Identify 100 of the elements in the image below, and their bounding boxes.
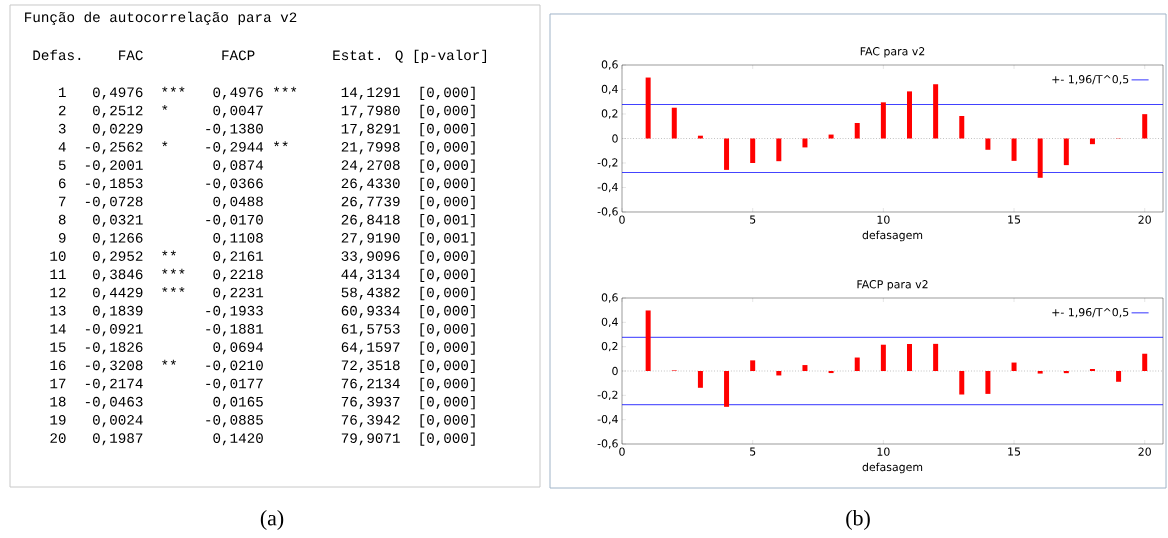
y-tick-label: -0,2 xyxy=(597,158,618,168)
bar xyxy=(750,360,756,371)
text: Função de autocorrelação para v2 xyxy=(25,11,297,26)
bar xyxy=(985,371,991,394)
text: -0,0366 26,4330 [0,000] xyxy=(206,177,475,191)
y-tick-label: 0,2 xyxy=(601,341,618,352)
text: 9 0,1266 xyxy=(58,233,143,246)
text: 0,0165 76,3937 [0,000] xyxy=(213,396,475,410)
bar xyxy=(1063,138,1069,166)
y-tick-label: 0,2 xyxy=(601,109,618,119)
bar xyxy=(776,138,782,162)
text: 11 0,3846 *** xyxy=(50,268,185,282)
bar xyxy=(645,77,651,139)
y-tick-label: 0,4 xyxy=(601,84,618,95)
text: 0,0694 64,1597 [0,000] xyxy=(213,341,475,355)
y-tick-label: -0,6 xyxy=(597,439,618,449)
bar xyxy=(959,371,965,395)
bar xyxy=(933,84,939,139)
x-tick-label: 0 xyxy=(619,215,625,224)
y-tick-label: 0 xyxy=(612,134,618,143)
y-tick-label: 0 xyxy=(612,366,618,376)
bar xyxy=(828,371,834,374)
x-axis-title: defasagem xyxy=(862,230,923,242)
bar xyxy=(880,102,886,139)
x-tick-label: 10 xyxy=(877,447,890,456)
text: FACP Estat. Q [p-valor] xyxy=(222,49,487,63)
bar xyxy=(1011,138,1017,161)
text: 4 -0,2562 * xyxy=(58,141,168,155)
bar xyxy=(959,115,965,139)
text: (b) xyxy=(846,510,870,530)
bar xyxy=(1089,138,1095,145)
text: 0,2231 58,4382 [0,000] xyxy=(213,286,475,301)
text: -0,1881 61,5753 [0,000] xyxy=(206,323,475,337)
text: (a) xyxy=(260,510,284,530)
text: -0,1933 60,9334 [0,000] xyxy=(206,305,475,319)
text: Defas. FAC xyxy=(33,49,143,61)
bar xyxy=(985,138,991,150)
text: -0,0885 76,3942 [0,000] xyxy=(206,414,475,428)
chart-title: FACP para v2 xyxy=(857,280,928,291)
text: -0,2944 ** 21,7998 [0,000] xyxy=(206,141,475,155)
bar xyxy=(724,138,730,170)
chart-title: FAC para v2 xyxy=(860,47,925,58)
text: 13 0,1839 xyxy=(50,305,143,318)
bar xyxy=(802,138,808,148)
text: 20 0,1987 xyxy=(50,433,143,446)
x-tick-label: 0 xyxy=(619,447,625,456)
legend-label: +- 1,96/T^0,5 xyxy=(1052,75,1129,85)
bar xyxy=(854,357,860,371)
bar xyxy=(1011,362,1017,371)
text: 0,0047 17,7980 [0,000] xyxy=(213,104,475,119)
text: 15 -0,1826 xyxy=(50,342,143,355)
bar xyxy=(724,371,730,407)
text: -0,0177 76,2134 [0,000] xyxy=(206,377,475,392)
text: 8 0,0321 xyxy=(58,214,143,227)
text: -0,0210 72,3518 [0,000] xyxy=(206,359,475,373)
x-tick-label: 5 xyxy=(750,447,756,456)
bar xyxy=(907,91,912,139)
text: 0,2161 33,9096 [0,000] xyxy=(213,250,475,264)
text: 0,1420 79,9071 [0,000] xyxy=(213,432,475,446)
text: 14 -0,0921 xyxy=(50,324,143,337)
bar xyxy=(645,310,651,371)
bar xyxy=(907,344,912,371)
y-tick-label: -0,6 xyxy=(597,207,618,217)
bar xyxy=(1116,371,1122,382)
bar xyxy=(1037,138,1043,178)
bar xyxy=(880,344,886,371)
text: 0,4976 *** 14,1291 [0,000] xyxy=(213,86,475,100)
bar xyxy=(802,365,808,371)
bar xyxy=(1142,114,1148,139)
bar xyxy=(776,371,782,376)
text: 12 0,4429 *** xyxy=(50,286,185,300)
text: -0,1380 17,8291 [0,000] xyxy=(206,123,475,137)
bar xyxy=(1063,371,1069,374)
text: 19 0,0024 xyxy=(50,415,143,428)
text: 6 -0,1853 xyxy=(58,178,143,191)
text: 2 0,2512 * xyxy=(58,104,168,118)
y-tick-label: 0,6 xyxy=(601,293,618,303)
bar xyxy=(671,107,677,139)
text: 10 0,2952 ** xyxy=(50,250,176,264)
text: 0,0488 26,7739 [0,000] xyxy=(213,195,475,210)
bar xyxy=(933,343,939,371)
x-axis-title: defasagem xyxy=(862,462,923,474)
x-tick-label: 5 xyxy=(750,215,756,224)
y-tick-label: -0,4 xyxy=(597,182,618,193)
text: 1 0,4976 *** xyxy=(58,86,185,100)
text: 0,2218 44,3134 [0,000] xyxy=(213,268,475,282)
x-tick-label: 15 xyxy=(1008,215,1021,224)
x-tick-label: 10 xyxy=(877,215,890,224)
bar xyxy=(750,138,756,164)
text: 18 -0,0463 xyxy=(50,396,143,409)
legend-label: +- 1,96/T^0,5 xyxy=(1052,308,1129,318)
text: 7 -0,0728 xyxy=(59,196,143,209)
text: 0,1108 27,9190 [0,001] xyxy=(213,232,475,246)
y-tick-label: -0,4 xyxy=(597,414,618,425)
text: 0,0874 24,2708 [0,000] xyxy=(213,159,475,173)
y-tick-label: 0,4 xyxy=(601,317,618,328)
x-tick-label: 20 xyxy=(1138,447,1151,456)
bar xyxy=(1037,371,1043,374)
text: 16 -0,3208 ** xyxy=(50,359,176,373)
y-tick-label: -0,2 xyxy=(597,390,618,401)
